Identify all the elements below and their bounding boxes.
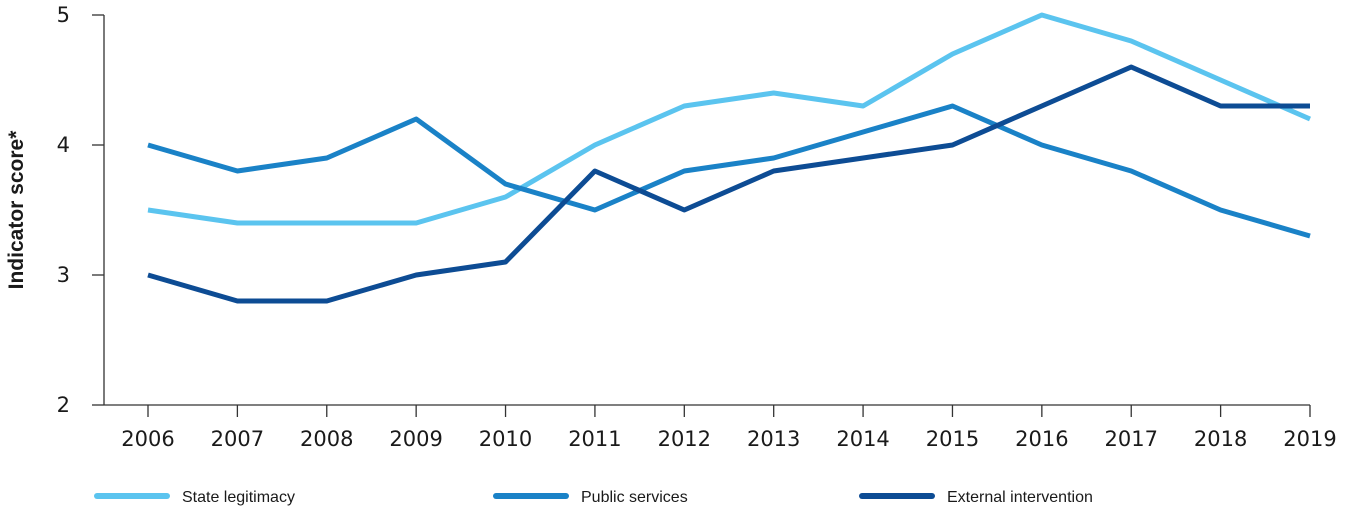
x-tick-label: 2009 bbox=[389, 427, 442, 451]
legend-label: State legitimacy bbox=[182, 489, 295, 506]
x-tick-label: 2013 bbox=[747, 427, 800, 451]
series-line-state-legitimacy bbox=[147, 12, 1311, 226]
x-tick-label: 2015 bbox=[926, 427, 979, 451]
x-tick-label: 2018 bbox=[1194, 427, 1247, 451]
legend-label: External intervention bbox=[947, 489, 1093, 506]
y-tick-label: 2 bbox=[57, 393, 70, 417]
x-tick-label: 2012 bbox=[658, 427, 711, 451]
x-axis: 2006 2007 2008 2009 2010 2011 2012 2013 2014 2015… bbox=[104, 404, 1337, 451]
legend-item: Public services bbox=[493, 489, 688, 506]
y-axis: 2 3 4 5 bbox=[57, 3, 105, 417]
y-axis-title: Indicator score* bbox=[5, 130, 28, 290]
legend-item: External intervention bbox=[859, 489, 1093, 506]
x-tick-label: 2017 bbox=[1105, 427, 1158, 451]
x-tick-label: 2016 bbox=[1015, 427, 1068, 451]
x-tick-label: 2006 bbox=[121, 427, 174, 451]
x-tick-label: 2014 bbox=[836, 427, 889, 451]
x-tick-label: 2010 bbox=[479, 427, 532, 451]
x-tick-label: 2019 bbox=[1283, 427, 1336, 451]
legend-item: State legitimacy bbox=[94, 489, 295, 506]
y-tick-label: 3 bbox=[57, 263, 70, 287]
x-tick-label: 2008 bbox=[300, 427, 353, 451]
y-tick-label: 4 bbox=[57, 133, 70, 157]
series-line-external-intervention bbox=[147, 64, 1310, 304]
x-tick-label: 2007 bbox=[211, 427, 264, 451]
y-tick-label: 5 bbox=[57, 3, 70, 27]
series-line-public-services bbox=[147, 103, 1311, 239]
series-layer bbox=[147, 12, 1311, 304]
legend: State legitimacy Public services External … bbox=[94, 489, 1093, 506]
legend-label: Public services bbox=[581, 489, 688, 506]
x-tick-label: 2011 bbox=[568, 427, 621, 451]
